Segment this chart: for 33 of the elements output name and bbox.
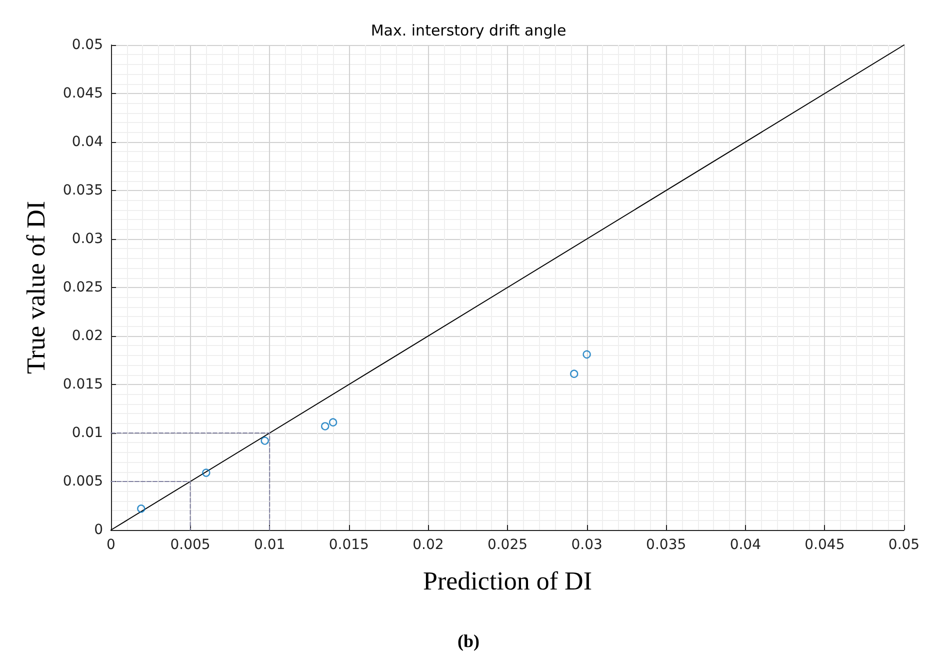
y-tick-label: 0.015	[62, 376, 103, 392]
y-tick-label: 0.005	[62, 474, 103, 490]
y-tick-label: 0.035	[62, 182, 103, 198]
y-tick-label: 0	[94, 522, 103, 538]
x-tick-label: 0.03	[571, 537, 602, 553]
y-tick-label: 0.04	[72, 134, 104, 150]
point	[582, 350, 591, 359]
x-tick-label: 0.015	[328, 537, 369, 553]
y-tick-label: 0.01	[72, 425, 103, 441]
x-tick-label: 0.045	[804, 537, 845, 553]
x-tick-label: 0.035	[646, 537, 686, 553]
x-tick-label: 0.025	[487, 537, 528, 553]
y-tick-label: 0.03	[72, 231, 103, 247]
x-tick-label: 0.005	[170, 537, 210, 553]
x-tick-label: 0.04	[730, 537, 762, 553]
point	[260, 436, 269, 445]
x-tick-label: 0.02	[412, 537, 444, 553]
y-tick-label: 0.025	[62, 280, 103, 296]
y-tick-label: 0.045	[62, 86, 103, 102]
point	[570, 370, 578, 378]
x-axis-title: Prediction of DI	[423, 566, 592, 596]
point	[321, 422, 330, 430]
y-tick-label: 0.02	[72, 328, 103, 344]
y-tick-label: 0.05	[72, 37, 103, 53]
point	[137, 504, 146, 513]
y-axis-title: True value of DI	[22, 200, 50, 374]
chart-title: Max. interstory drift angle	[370, 22, 566, 40]
x-tick-label: 0.01	[254, 537, 286, 553]
point	[328, 418, 338, 426]
text: (b)	[458, 631, 480, 651]
x-tick-label: 0.05	[888, 537, 920, 553]
x-tick-label: 0	[106, 537, 116, 553]
point	[202, 468, 210, 477]
